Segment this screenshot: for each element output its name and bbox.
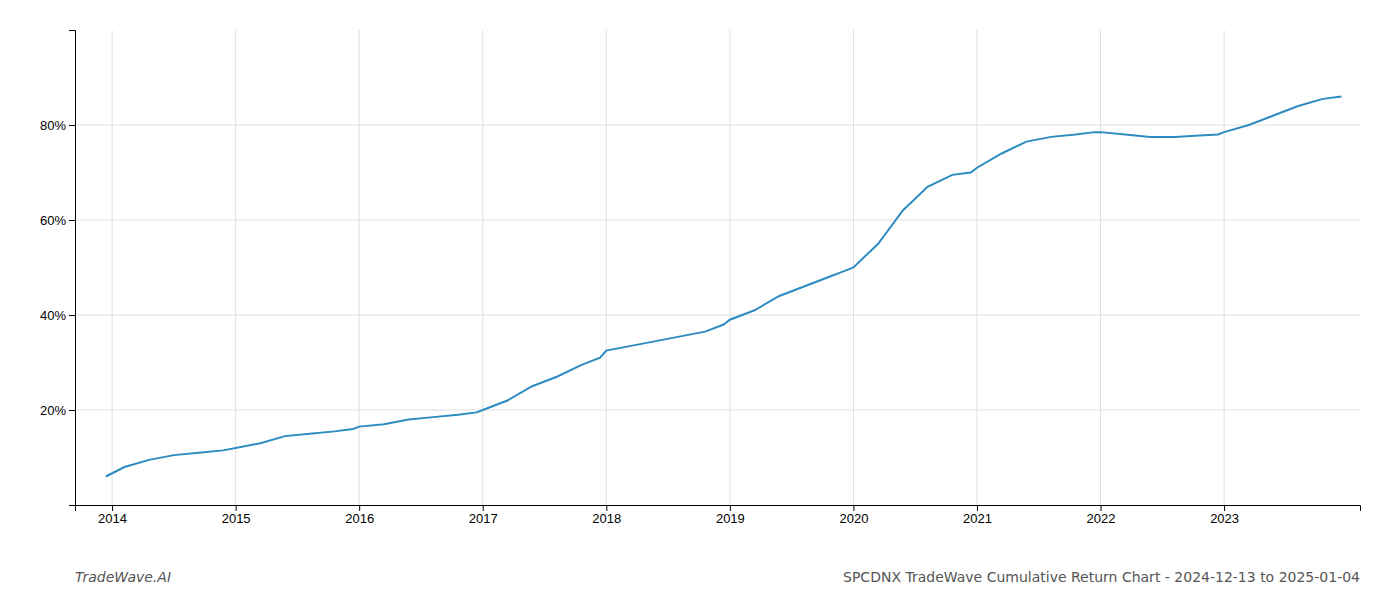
tick-mark <box>236 505 237 511</box>
grid-line <box>729 30 730 505</box>
tick: 2016 <box>345 505 374 526</box>
tick-mark <box>483 505 484 511</box>
tick-label: 2023 <box>1210 511 1239 526</box>
x-axis: 2014 2015 2016 2017 2018 2019 2020 2021 2022 2023 <box>76 505 1361 526</box>
tick: 2014 <box>98 505 127 526</box>
tick-label: 2021 <box>963 511 992 526</box>
tick-mark <box>112 505 113 511</box>
watermark: TradeWave.AI <box>75 569 171 585</box>
title: SPCDNX TradeWave Cumulative Return Chart… <box>843 569 1360 585</box>
grid-line <box>1100 30 1101 505</box>
tick: 2020 <box>839 505 868 526</box>
grid-line <box>359 30 360 505</box>
tick-label: 2017 <box>469 511 498 526</box>
tick-label: 80% <box>40 118 66 133</box>
tick-label: 20% <box>40 403 66 418</box>
tick: 2018 <box>592 505 621 526</box>
tick-mark <box>1224 505 1225 511</box>
tick-label: 60% <box>40 213 66 228</box>
tick: 40% <box>40 308 75 323</box>
grid-line <box>112 30 113 505</box>
tick-mark <box>69 410 75 411</box>
grid-line <box>75 315 1360 316</box>
tick: 2022 <box>1087 505 1116 526</box>
tick-label: 2020 <box>839 511 868 526</box>
y-axis: 20% 40% 60% 80% <box>40 31 76 506</box>
tick-mark <box>977 505 978 511</box>
tick-mark <box>606 505 607 511</box>
grid <box>75 30 1360 505</box>
tick: 2019 <box>716 505 745 526</box>
tick: 80% <box>40 118 75 133</box>
grid-line <box>1224 30 1225 505</box>
tick: 2015 <box>222 505 251 526</box>
tick-label: 2015 <box>222 511 251 526</box>
grid-line <box>482 30 483 505</box>
tick-mark <box>69 220 75 221</box>
tick-label: 2018 <box>592 511 621 526</box>
tick: 2021 <box>963 505 992 526</box>
tick-label: 2016 <box>345 511 374 526</box>
chart: 2014 2015 2016 2017 2018 2019 2020 2021 2022 2023… <box>0 0 1400 600</box>
axis-line <box>69 31 76 506</box>
grid-line <box>75 220 1360 221</box>
tick-mark <box>730 505 731 511</box>
plot: 2014 2015 2016 2017 2018 2019 2020 2021 2022 2023… <box>40 30 1361 526</box>
tick-label: 2022 <box>1087 511 1116 526</box>
tick-label: 2019 <box>716 511 745 526</box>
tick-mark <box>69 315 75 316</box>
grid-line <box>235 30 236 505</box>
grid-line <box>75 410 1360 411</box>
tick-mark <box>853 505 854 511</box>
tick: 2017 <box>469 505 498 526</box>
tick: 2023 <box>1210 505 1239 526</box>
tick-label: 2014 <box>98 511 127 526</box>
grid-line <box>976 30 977 505</box>
tick-mark <box>69 125 75 126</box>
marks <box>106 97 1342 477</box>
grid-line <box>606 30 607 505</box>
tick: 60% <box>40 213 75 228</box>
tick-label: 40% <box>40 308 66 323</box>
grid-line <box>75 125 1360 126</box>
line <box>106 97 1342 477</box>
tick-mark <box>1101 505 1102 511</box>
axis-line <box>76 506 1361 512</box>
tick: 20% <box>40 403 75 418</box>
tick-mark <box>359 505 360 511</box>
